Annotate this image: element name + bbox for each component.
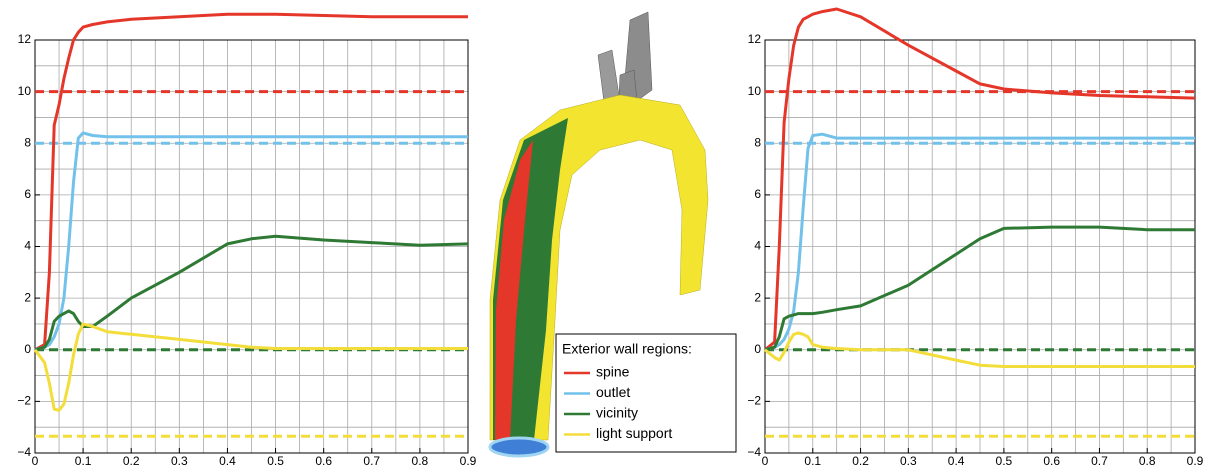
x-tick-label: 0.2 — [852, 454, 869, 468]
x-tick-label: 0.8 — [1139, 454, 1156, 468]
legend-title: Exterior wall regions: — [562, 341, 692, 357]
x-tick-label: 0 — [32, 454, 39, 468]
y-tick-label: −2 — [17, 394, 31, 408]
outlet-ring — [488, 436, 550, 458]
legend: Exterior wall regions: spine outlet vicini… — [555, 333, 737, 453]
y-tick-label: 6 — [24, 187, 31, 201]
y-tick-label: 8 — [754, 135, 761, 149]
y-tick-label: 10 — [18, 84, 32, 98]
series-line — [34, 12, 468, 352]
y-tick-label: 0 — [24, 342, 31, 356]
x-tick-label: 0 — [762, 454, 769, 468]
aorta-mesh — [488, 11, 709, 458]
x-tick-label: 0.5 — [267, 454, 284, 468]
series-line — [764, 7, 1196, 351]
series-line — [764, 132, 1195, 352]
x-tick-label: 0.3 — [900, 454, 917, 468]
y-tick-label: 4 — [754, 239, 761, 253]
y-tick-label: 4 — [24, 239, 31, 253]
legend-label: light support — [596, 425, 672, 441]
x-tick-label: 0.6 — [1043, 454, 1060, 468]
x-tick-label: 0.8 — [412, 454, 429, 468]
spine-region — [495, 140, 533, 440]
y-tick-label: −2 — [747, 394, 761, 408]
y-tick-label: 0 — [754, 342, 761, 356]
series-line — [33, 322, 468, 412]
series-line — [764, 331, 1195, 368]
y-tick-label: 2 — [754, 290, 761, 304]
x-tick-label: 0.1 — [804, 454, 821, 468]
series-line — [34, 131, 468, 352]
y-tick-label: 8 — [24, 135, 31, 149]
x-tick-label: 0.7 — [363, 454, 380, 468]
legend-label: outlet — [596, 384, 630, 400]
y-tick-label: 12 — [18, 32, 32, 46]
x-tick-label: 0.5 — [996, 454, 1013, 468]
x-tick-label: 0.3 — [171, 454, 188, 468]
y-tick-label: 12 — [748, 32, 762, 46]
x-tick-label: 0.9 — [460, 454, 477, 468]
y-tick-label: 2 — [24, 290, 31, 304]
y-tick-label: −4 — [17, 445, 31, 459]
x-tick-label: 0.4 — [219, 454, 236, 468]
y-tick-label: 10 — [748, 84, 762, 98]
y-tick-label: 6 — [754, 187, 761, 201]
legend-label: vicinity — [596, 405, 638, 421]
x-tick-label: 0.9 — [1187, 454, 1204, 468]
x-tick-label: 0.1 — [75, 454, 92, 468]
x-tick-label: 0.2 — [123, 454, 140, 468]
x-tick-label: 0.6 — [315, 454, 332, 468]
x-tick-label: 0.7 — [1091, 454, 1108, 468]
y-tick-label: −4 — [747, 445, 761, 459]
x-tick-label: 0.4 — [948, 454, 965, 468]
legend-label: spine — [596, 364, 630, 380]
series-line — [764, 225, 1195, 352]
